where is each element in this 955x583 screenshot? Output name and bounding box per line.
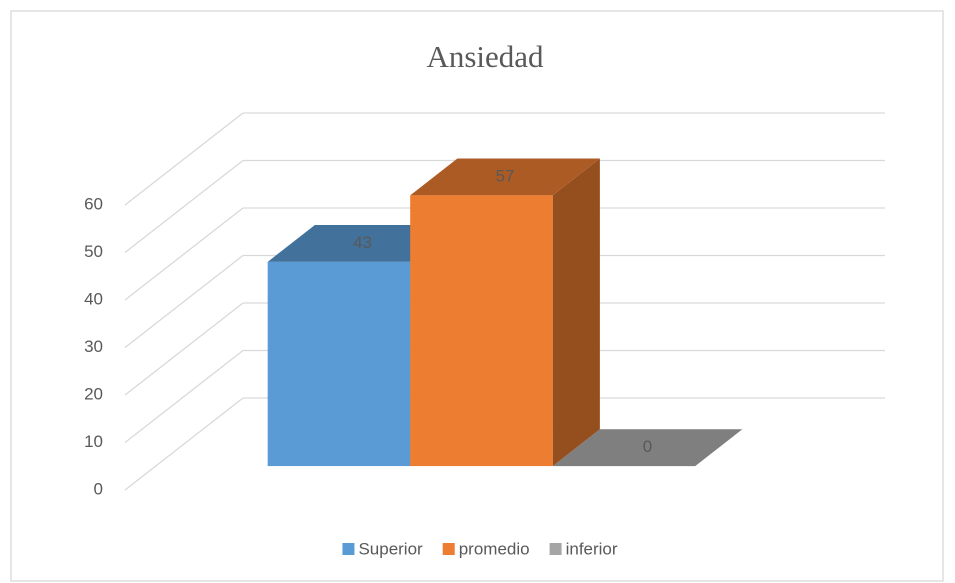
grid-line (124, 207, 244, 301)
y-tick-label: 30 (84, 337, 103, 356)
chart-title: Ansiedad (426, 39, 544, 74)
y-tick-label: 60 (84, 194, 103, 213)
legend-swatch (549, 543, 562, 555)
grid-line (124, 349, 244, 444)
grid-line (124, 112, 244, 206)
bar (267, 261, 411, 467)
data-label: 0 (643, 437, 652, 456)
data-labels: 43 57 0 (353, 166, 652, 456)
grid-line (124, 302, 244, 396)
grid-line (124, 254, 244, 349)
bar-top (552, 429, 743, 467)
y-tick-label: 20 (84, 384, 103, 403)
data-label: 57 (496, 166, 515, 185)
legend-label: promedio (459, 539, 530, 558)
y-tick-label: 40 (84, 289, 103, 308)
bar-top (267, 225, 458, 262)
grid-line (124, 159, 244, 254)
y-tick-label: 50 (84, 242, 103, 261)
legend-label: Superior (358, 539, 423, 558)
bar (410, 195, 553, 467)
y-tick-label: 10 (84, 432, 103, 451)
grid-line (124, 397, 244, 491)
y-tick-label: 0 (94, 479, 103, 498)
bar-front-faces (267, 195, 553, 467)
legend-swatch (342, 543, 355, 555)
bar-side (552, 158, 600, 467)
data-label: 43 (353, 233, 372, 252)
legend-label: inferior (566, 539, 618, 558)
legend: Superior promedio inferior (342, 539, 618, 558)
bar-top (410, 158, 600, 196)
legend-swatch (442, 543, 455, 555)
